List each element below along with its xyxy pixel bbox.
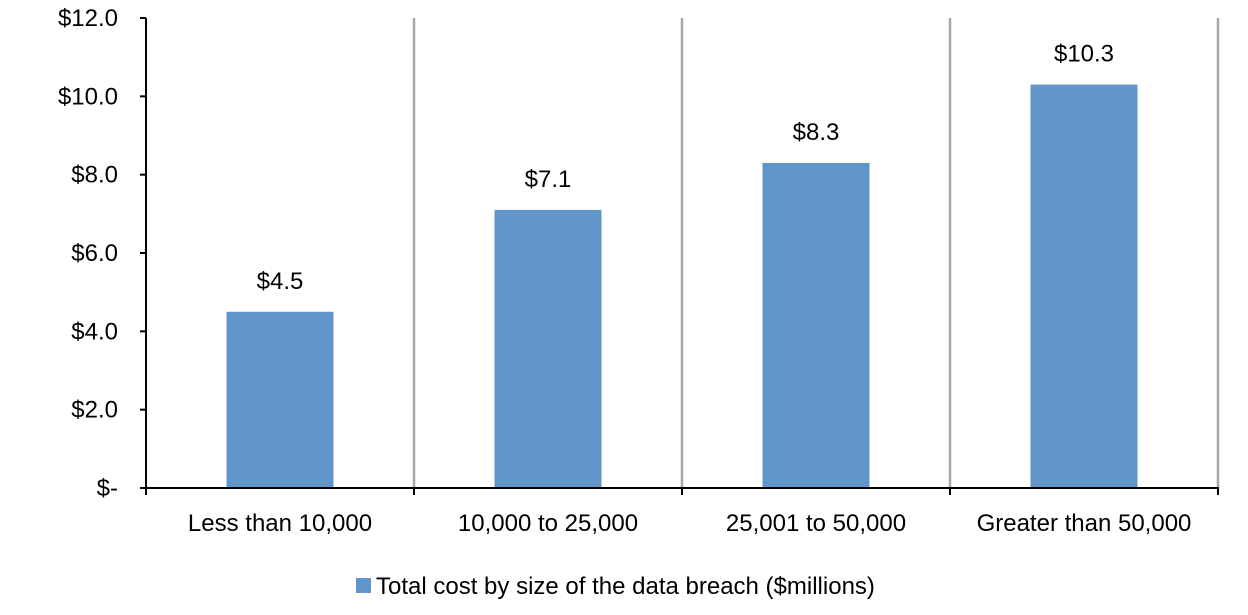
x-category-label-3: 25,001 to 50,000 bbox=[726, 510, 906, 537]
legend: Total cost by size of the data breach ($… bbox=[356, 573, 875, 600]
y-tick-label-0: $- bbox=[97, 475, 118, 502]
x-category-label-2: 10,000 to 25,000 bbox=[458, 510, 638, 537]
category-separators bbox=[412, 18, 1220, 488]
data-label-1: $4.5 bbox=[257, 268, 304, 295]
legend-swatch bbox=[356, 578, 371, 593]
legend-label: Total cost by size of the data breach ($… bbox=[376, 573, 875, 600]
bar-4 bbox=[1030, 84, 1138, 488]
bar-2 bbox=[494, 209, 602, 488]
data-label-4: $10.3 bbox=[1054, 41, 1114, 68]
data-label-3: $8.3 bbox=[793, 119, 840, 146]
y-tick-label-5: $10.0 bbox=[58, 83, 118, 110]
x-axis-labels: Less than 10,000 10,000 to 25,000 25,001 t… bbox=[188, 510, 1191, 537]
bar-3 bbox=[762, 162, 870, 488]
data-label-2: $7.1 bbox=[525, 166, 572, 193]
x-category-label-4: Greater than 50,000 bbox=[977, 510, 1192, 537]
bars bbox=[226, 84, 1138, 488]
y-tick-label-4: $8.0 bbox=[71, 162, 118, 189]
y-tick-label-3: $6.0 bbox=[71, 240, 118, 267]
y-axis-ticks: $- $2.0 $4.0 $6.0 $8.0 $10.0 $12.0 bbox=[58, 5, 146, 502]
bar-1 bbox=[226, 311, 334, 488]
y-tick-label-2: $4.0 bbox=[71, 318, 118, 345]
x-category-label-1: Less than 10,000 bbox=[188, 510, 372, 537]
data-labels: $4.5 $7.1 $8.3 $10.3 bbox=[257, 41, 1114, 295]
y-tick-label-1: $2.0 bbox=[71, 397, 118, 424]
y-tick-label-6: $12.0 bbox=[58, 5, 118, 32]
